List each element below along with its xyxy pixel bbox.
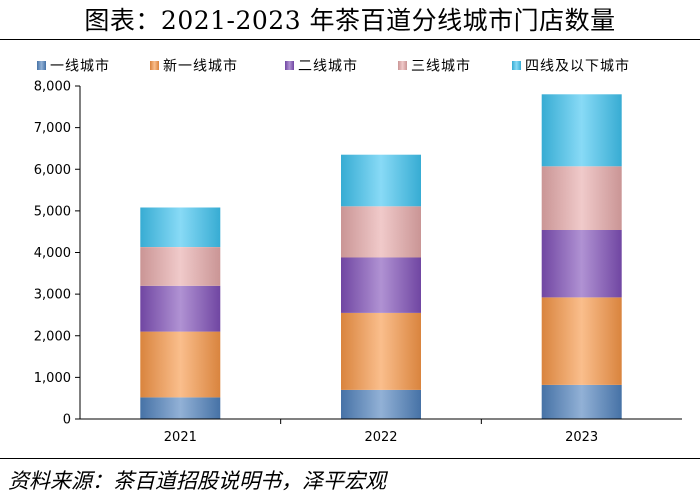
- source-note: 资料来源：茶百道招股说明书，泽平宏观: [8, 469, 386, 493]
- source-rule: [0, 458, 700, 459]
- bar-2021-series-1: [140, 397, 221, 419]
- bars: [140, 94, 622, 419]
- bar-2023-series-2: [541, 297, 622, 385]
- legend-swatch: [37, 61, 46, 70]
- bar-2023-series-3: [541, 230, 622, 298]
- y-tick-label: 0: [63, 413, 71, 428]
- bar-2022-series-1: [341, 389, 421, 419]
- y-tick-label: 2,000: [34, 329, 71, 344]
- bar-2022-series-4: [341, 206, 421, 258]
- y-tick-label: 8,000: [34, 80, 71, 95]
- legend-swatch: [398, 61, 407, 70]
- title-rule: [0, 39, 700, 40]
- y-tick-label: 5,000: [34, 204, 71, 219]
- legend-label: 三线城市: [411, 58, 471, 75]
- bar-2023-series-5: [541, 94, 622, 167]
- legend-label: 新一线城市: [163, 58, 238, 75]
- chart-title: 图表：2021-2023 年茶百道分线城市门店数量: [84, 6, 616, 35]
- bar-2021-series-4: [140, 247, 221, 286]
- x-tick-label: 2021: [164, 430, 197, 445]
- legend-swatch: [285, 61, 294, 70]
- bar-2023-series-4: [541, 166, 622, 230]
- axes: 0 1,000 2,000 3,000 4,000 5,000 6,000 7,000 8,00…: [34, 80, 682, 445]
- bar-2022-series-3: [341, 257, 421, 313]
- stacked-bar-chart: 一线城市 新一线城市 二线城市 三线城市 四线及以下城市 0 1,000 2,000 3,00…: [34, 58, 682, 445]
- y-tick-label: 4,000: [34, 246, 71, 261]
- bar-2022-series-5: [341, 154, 421, 207]
- y-tick-label: 7,000: [34, 121, 71, 136]
- y-tick-label: 3,000: [34, 288, 71, 303]
- bar-2022-series-2: [341, 312, 421, 390]
- legend-label: 四线及以下城市: [525, 58, 630, 75]
- legend-label: 二线城市: [298, 58, 358, 75]
- bar-2021-series-5: [140, 207, 221, 247]
- legend-label: 一线城市: [50, 58, 110, 75]
- y-tick-label: 6,000: [34, 163, 71, 178]
- legend-swatch: [150, 61, 159, 70]
- legend-swatch: [512, 61, 521, 70]
- y-tick-label: 1,000: [34, 371, 71, 386]
- bar-2021-series-3: [140, 285, 221, 332]
- x-tick-label: 2023: [565, 430, 598, 445]
- legend: 一线城市 新一线城市 二线城市 三线城市 四线及以下城市: [37, 58, 630, 75]
- bar-2021-series-2: [140, 331, 221, 398]
- bar-2023-series-1: [541, 384, 622, 419]
- x-tick-label: 2022: [364, 430, 397, 445]
